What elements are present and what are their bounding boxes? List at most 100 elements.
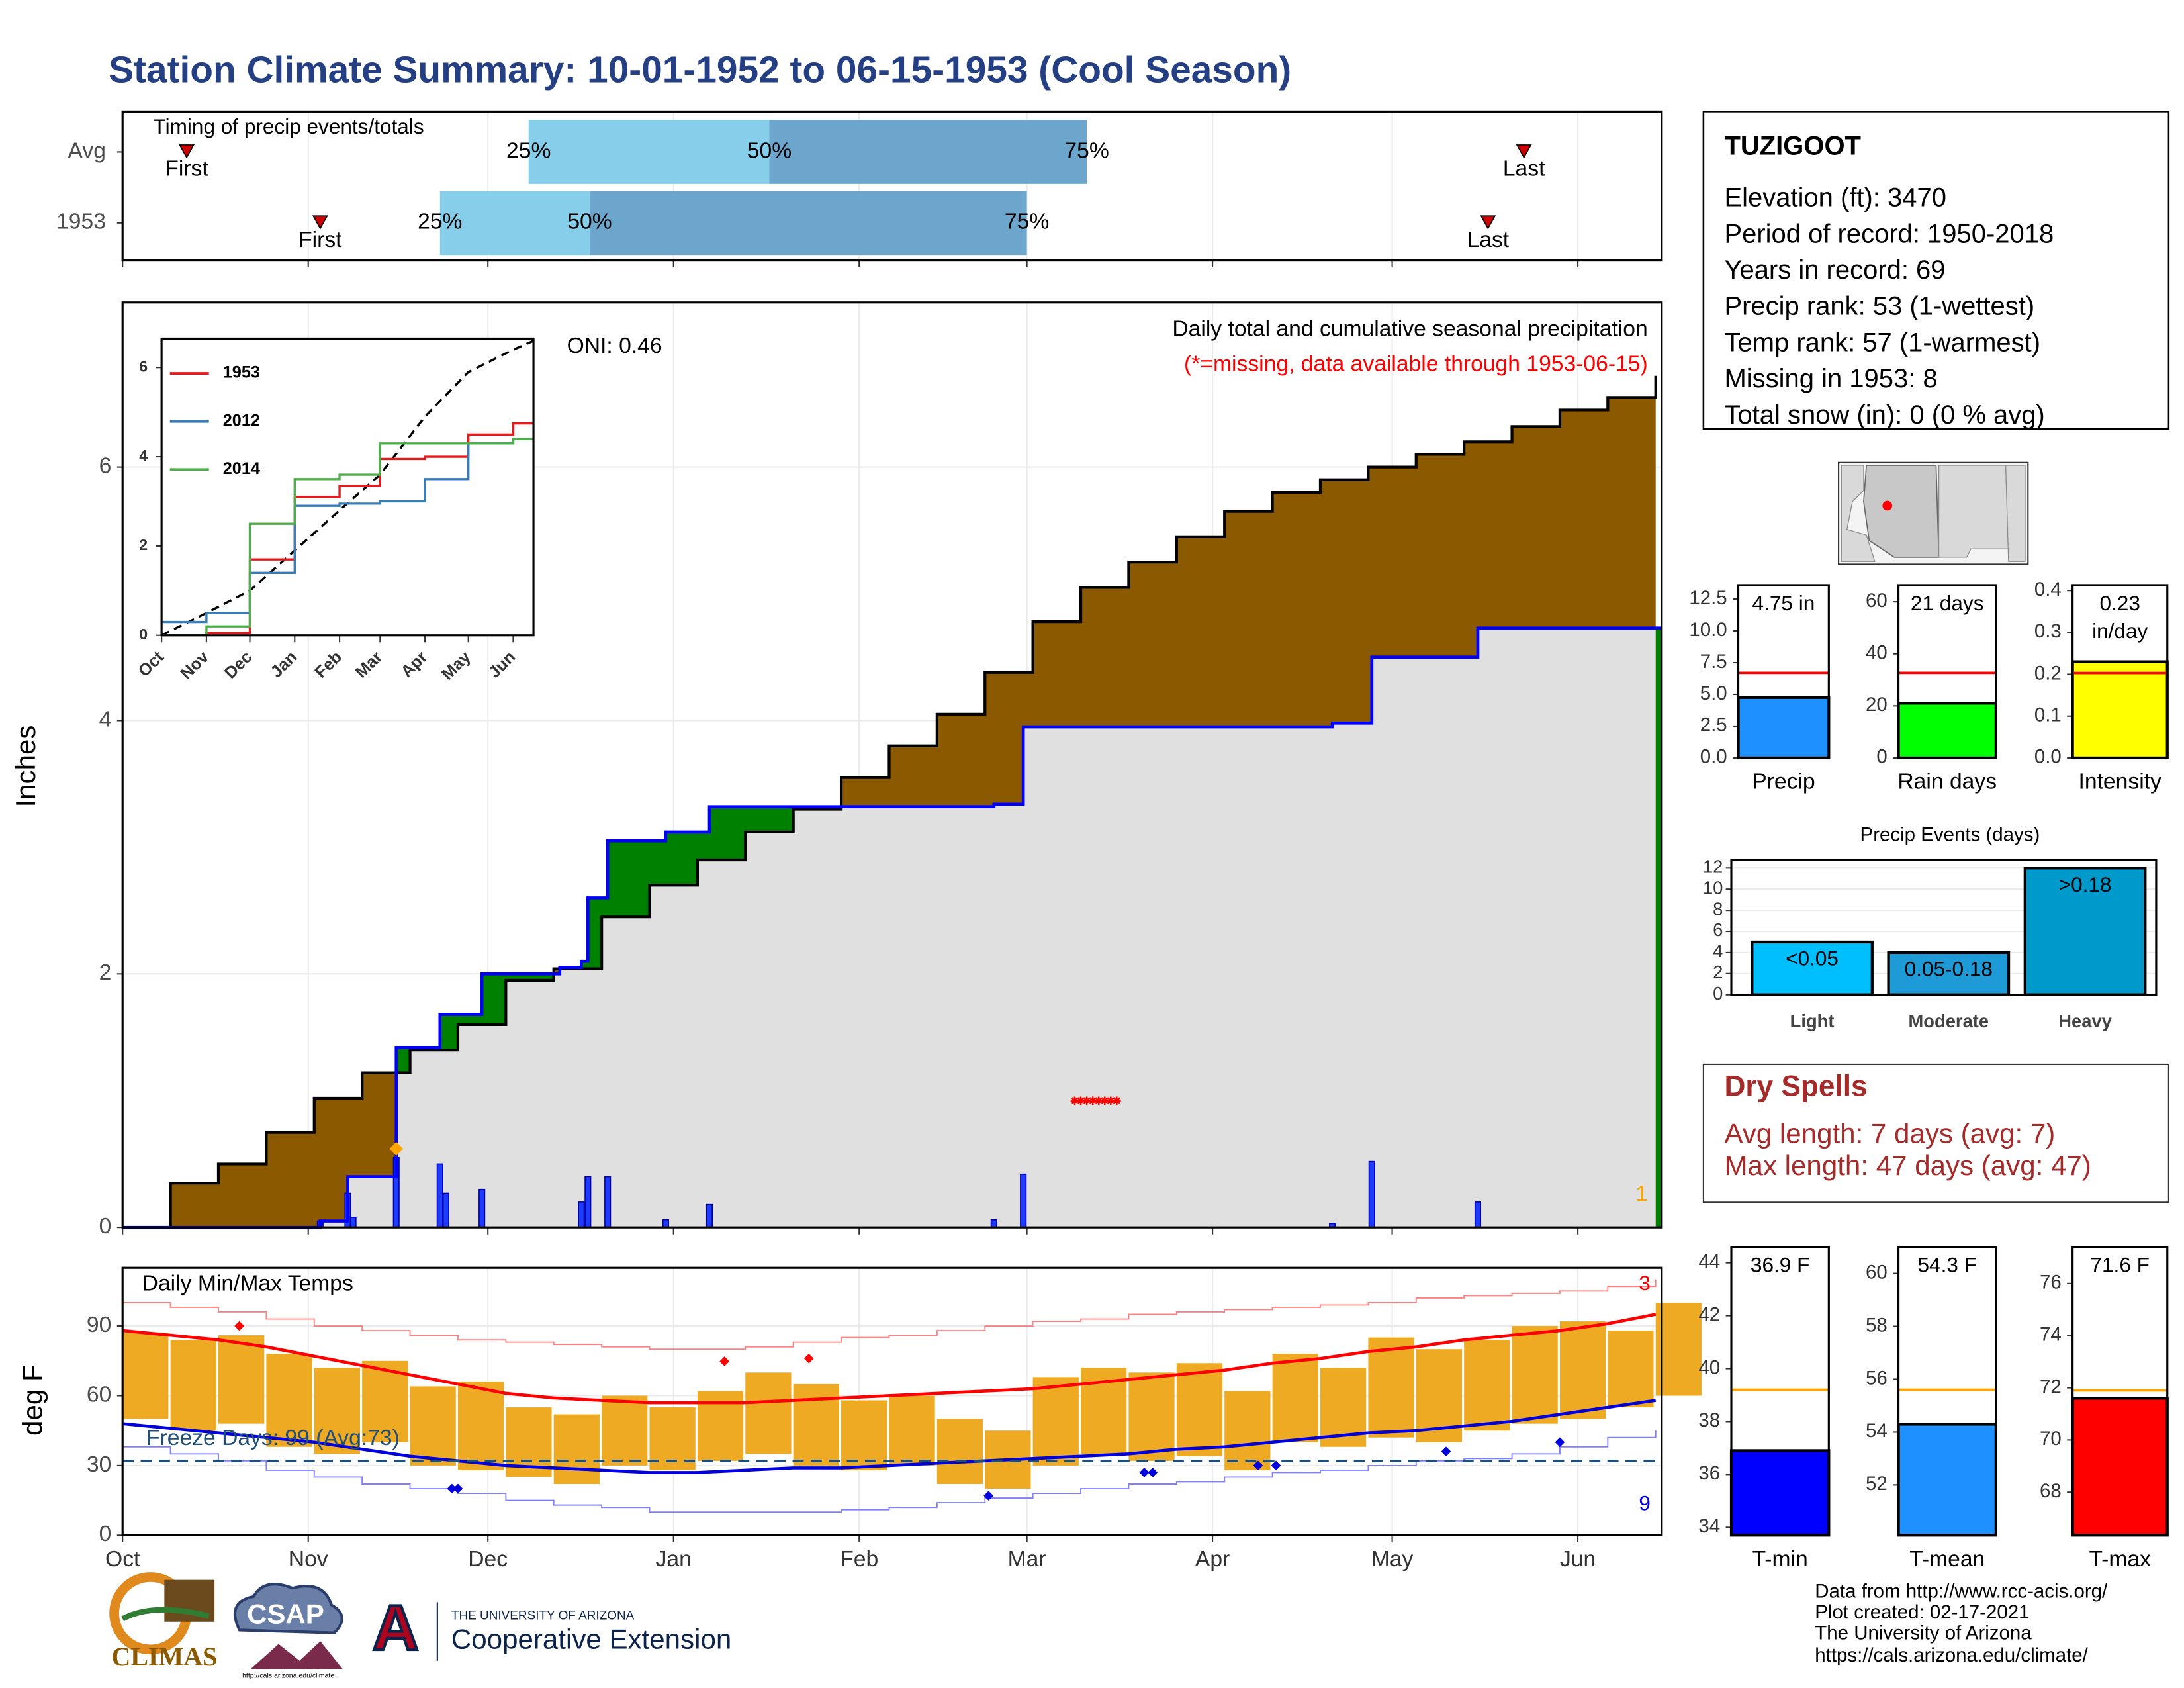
timing-label: First [165, 157, 208, 181]
record-low-count: 9 [1639, 1491, 1651, 1515]
station-name: TUZIGOOT [1724, 132, 1860, 161]
x-tick-label: Jan [656, 1547, 692, 1571]
record-marker [803, 1353, 814, 1364]
corner-label: 1 [1635, 1182, 1648, 1207]
quartile-bar [769, 120, 1087, 184]
y-tick-label: 52 [1866, 1473, 1888, 1495]
y-tick-label: 2.5 [1700, 714, 1727, 736]
dry-spells-title: Dry Spells [1724, 1070, 1867, 1102]
temp-range-bar [122, 1333, 169, 1419]
missing-marker [1076, 1096, 1085, 1105]
x-tick-label: Rain days [1897, 770, 1997, 794]
missing-marker [1070, 1096, 1079, 1105]
daily-bar [1474, 1201, 1482, 1229]
y-tick-label: 76 [2040, 1272, 2062, 1293]
y-tick-label: 10 [1703, 877, 1723, 898]
record-marker [234, 1321, 245, 1331]
map-state [1863, 465, 1940, 558]
y-tick-label: 5.0 [1700, 682, 1727, 704]
value-label-box: 21 days [1910, 592, 1984, 616]
y-tick-label: 6 [1713, 919, 1723, 940]
plot-frame [160, 337, 535, 637]
station-dot [1882, 500, 1893, 511]
temp-range-bar [1464, 1340, 1510, 1431]
value-label-box: 0.23 in/day [2092, 592, 2148, 643]
y-tick-label: 4 [1713, 941, 1723, 961]
y-axis-title: Inches [10, 726, 41, 808]
value-label-box: 4.75 in [1752, 592, 1815, 616]
plot-frame [1897, 584, 1997, 759]
temp-range-bar [1559, 1321, 1606, 1419]
value-label: 21 days [1910, 592, 1984, 616]
y-tick-label: 2 [99, 961, 112, 985]
y-tick-label: 42 [1698, 1303, 1720, 1325]
x-tick-label: T-min [1752, 1547, 1808, 1571]
timing-marker [1480, 215, 1496, 230]
x-tick-label: Mar [1008, 1547, 1046, 1571]
x-tick-label: Oct [105, 1547, 140, 1571]
y-tick-label: 6 [139, 357, 148, 375]
temp-range-bar [1032, 1377, 1079, 1466]
legend-label: 2014 [223, 459, 260, 478]
logo-letter: A [373, 1591, 419, 1664]
daily-bar [662, 1219, 669, 1229]
station-line: Years in record: 69 [1724, 256, 1945, 285]
y-tick-label: 2 [139, 536, 148, 553]
y-tick-label: 0 [1713, 983, 1723, 1004]
y-tick-label: 40 [1698, 1356, 1720, 1378]
missing-marker [1088, 1096, 1097, 1105]
y-tick-label: 7.5 [1700, 651, 1727, 673]
avg-line [161, 340, 534, 637]
series-line [161, 438, 534, 637]
plot-frame [121, 1266, 1663, 1536]
y-tick-label: 0.0 [2034, 746, 2062, 768]
y-tick-label: 0 [1876, 746, 1887, 768]
plot-frame [1737, 584, 1830, 759]
dry-spells-line: Avg length: 7 days (avg: 7) [1724, 1117, 2055, 1149]
dry-spells-line: Max length: 47 days (avg: 47) [1724, 1150, 2091, 1181]
temp-range-bar [1368, 1337, 1414, 1438]
temp-range-bar [889, 1395, 935, 1466]
y-tick-label: 0 [99, 1214, 112, 1239]
plot-frame [1730, 858, 2158, 996]
y-tick-label: 0 [99, 1522, 112, 1546]
station-line: Missing in 1953: 8 [1724, 364, 1937, 393]
series-line [161, 422, 534, 637]
plot-frame [121, 110, 1663, 262]
bar [1737, 696, 1831, 760]
locator-map [1838, 461, 2029, 565]
annotation: ONI: 0.46 [567, 334, 662, 358]
logo-text: CSAP [247, 1598, 324, 1629]
avg-max-line [122, 1313, 1657, 1405]
timing-label: First [298, 228, 342, 252]
y-tick-label: 8 [1713, 898, 1723, 919]
value-label-box: 71.6 F [2090, 1254, 2150, 1278]
y-tick-label: 36 [1698, 1462, 1720, 1484]
daily-bar [436, 1163, 443, 1229]
temp-range-bar [1655, 1302, 1702, 1396]
missing-marker [1082, 1096, 1091, 1105]
station-line: Temp rank: 57 (1-warmest) [1724, 328, 2040, 357]
y-tick-label: 2 [1713, 962, 1723, 982]
temp-range-bar [602, 1395, 648, 1466]
daily-bar [1368, 1160, 1375, 1229]
y-tick-label: 38 [1698, 1409, 1720, 1431]
record-high-count: 3 [1639, 1271, 1651, 1295]
station-line: Total snow (in): 0 (0 % avg) [1724, 400, 2044, 430]
y-tick-label: 0.1 [2034, 704, 2062, 726]
temp-range-bar [1272, 1354, 1318, 1442]
quartile-label: 50% [567, 210, 612, 234]
bar [2023, 867, 2147, 996]
daily-bar [478, 1188, 486, 1229]
logo-ua: A THE UNIVERSITY OF ARIZONA Cooperative … [371, 1590, 732, 1665]
y-tick-label: 12 [1703, 857, 1723, 877]
x-tick-label: Apr [1195, 1547, 1230, 1571]
quartile-bar [528, 120, 770, 184]
temp-range-bar [410, 1386, 456, 1466]
y-tick-label: Avg [68, 138, 106, 163]
y-axis-title: deg F [17, 1364, 48, 1436]
panel-title: Daily Min/Max Temps [142, 1271, 353, 1295]
y-tick-label: 0.4 [2034, 579, 2062, 600]
